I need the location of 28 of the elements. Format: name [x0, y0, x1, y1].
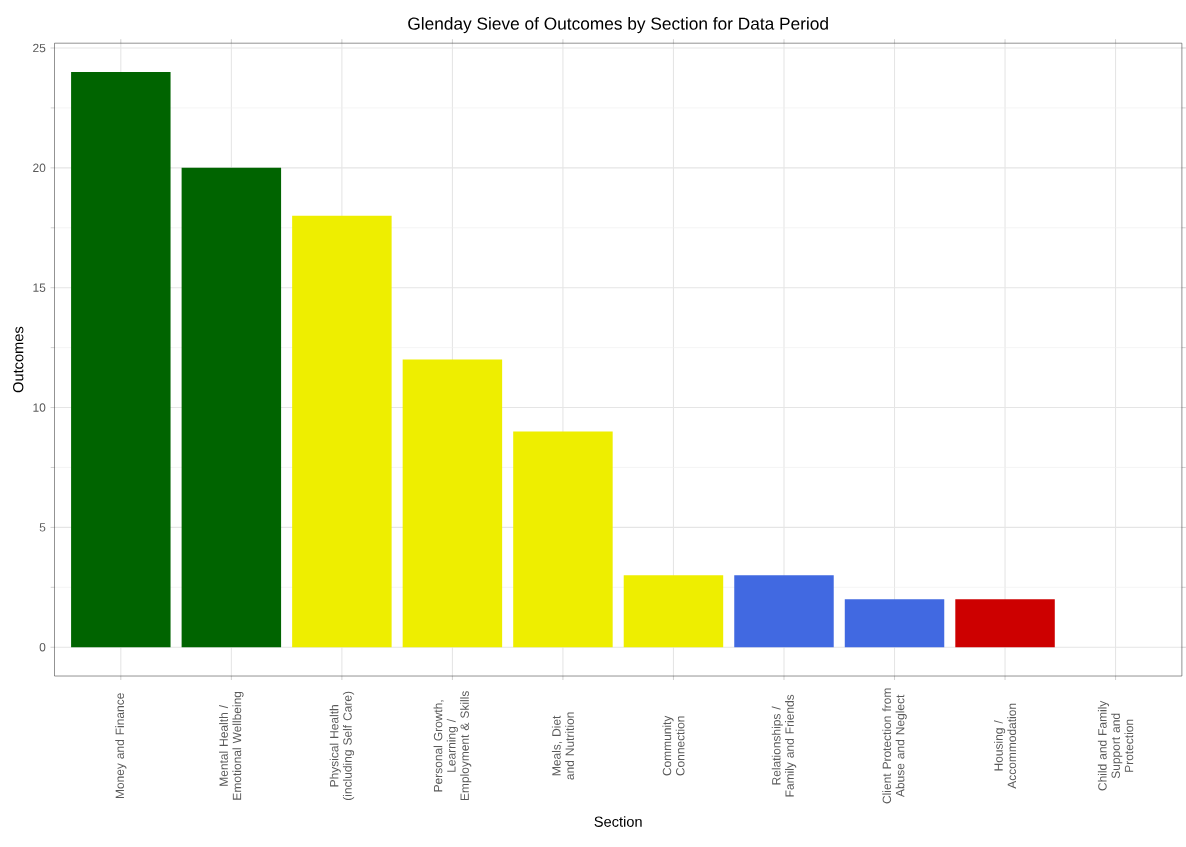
bar	[71, 72, 171, 648]
bar	[844, 599, 945, 648]
bar	[734, 575, 834, 648]
x-tick-label: Personal Growth, Learning / Employment & Skills	[433, 691, 472, 801]
x-tick-label: Money and Finance	[115, 693, 127, 799]
bar	[402, 359, 503, 648]
chart-title: Glenday Sieve of Outcomes by Section for Data Period	[408, 17, 828, 34]
y-tick-label: 5	[39, 523, 46, 532]
x-tick-label: Child and Family Support and Protection	[1097, 700, 1134, 791]
y-tick-label: 0	[39, 643, 46, 652]
bar	[513, 431, 613, 648]
x-tick-label: Mental Health / Emotional Wellbeing	[219, 692, 244, 800]
y-tick-label: 25	[33, 43, 46, 53]
bar	[181, 168, 282, 648]
y-axis-title: Outcomes	[13, 327, 24, 393]
x-axis-title: Section	[594, 816, 642, 828]
x-tick-label: Relationships / Family and Friends	[771, 695, 797, 797]
x-tick-label: Community Connection	[662, 715, 685, 776]
bar	[623, 575, 724, 648]
x-tick-label: Meals, Diet and Nutrition	[551, 712, 574, 780]
y-tick-label: 15	[33, 283, 46, 293]
bar	[955, 599, 1055, 648]
y-tick-label: 20	[33, 163, 46, 173]
bar	[292, 216, 392, 648]
x-tick-label: Housing / Accommodation	[994, 703, 1017, 789]
x-tick-label: Client Protection from Abuse and Neglect	[882, 688, 907, 804]
y-tick-label: 10	[33, 403, 46, 413]
x-tick-label: Physical Health (including Self Care)	[329, 691, 355, 801]
